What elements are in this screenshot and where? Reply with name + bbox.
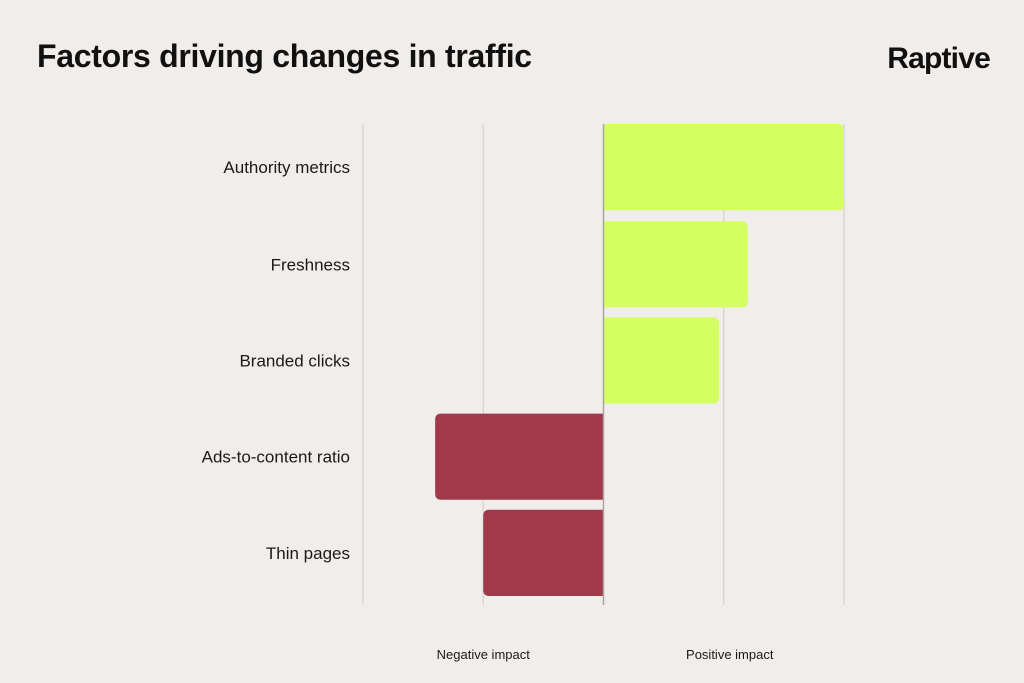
category-label: Freshness [271,255,350,274]
bar-branded-clicks [603,317,719,404]
category-label: Authority metrics [223,158,350,177]
bar-thin-pages [483,509,604,596]
bar-authority-metrics [603,124,844,211]
positive-impact-label: Positive impact [686,647,774,662]
category-label: Branded clicks [239,352,350,371]
category-label: Ads-to-content ratio [202,448,350,467]
category-label: Thin pages [266,544,350,563]
negative-impact-label: Negative impact [437,647,531,662]
raptive-logo: Raptive [887,42,991,75]
chart-title: Factors driving changes in traffic [37,38,532,74]
bar-freshness [603,221,748,308]
bar-ads-to-content-ratio [435,413,604,500]
